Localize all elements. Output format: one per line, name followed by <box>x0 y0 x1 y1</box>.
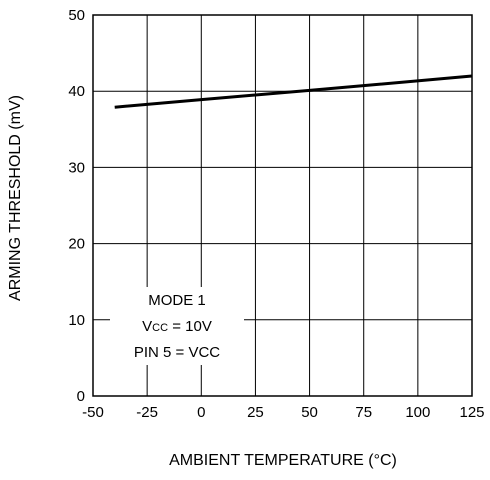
y-tick-label: 30 <box>68 159 85 176</box>
series <box>114 74 473 109</box>
series-line <box>114 74 473 109</box>
annotation-box: MODE 1 VCC = 10V PIN 5 = VCC <box>110 287 244 365</box>
y-tick-label: 50 <box>68 7 85 24</box>
y-axis-title: ARMING THRESHOLD (mV) <box>7 95 24 301</box>
x-axis-title: AMBIENT TEMPERATURE (°C) <box>169 452 397 469</box>
x-tick-label: 75 <box>355 404 372 421</box>
annotation-mode: MODE 1 <box>148 292 206 309</box>
x-tick-label: -25 <box>136 404 158 421</box>
x-tick-labels: -50 -25 0 25 50 75 100 125 <box>82 404 484 421</box>
x-tick-label: -50 <box>82 404 104 421</box>
plot-area <box>92 14 473 397</box>
annotation-vcc: VCC = 10V <box>142 318 212 335</box>
y-tick-label: 0 <box>77 388 85 405</box>
x-tick-label: 50 <box>301 404 318 421</box>
annotation-pin5: PIN 5 = VCC <box>134 344 220 361</box>
y-tick-label: 40 <box>68 83 85 100</box>
x-tick-label: 25 <box>247 404 264 421</box>
x-tick-label: 0 <box>197 404 205 421</box>
annotation-background <box>110 287 244 365</box>
x-tick-label: 125 <box>459 404 484 421</box>
x-tick-label: 100 <box>405 404 430 421</box>
plot-frame <box>92 14 473 397</box>
y-tick-labels: 0 10 20 30 40 50 <box>68 7 85 405</box>
y-tick-label: 10 <box>68 312 85 329</box>
y-tick-label: 20 <box>68 236 85 253</box>
